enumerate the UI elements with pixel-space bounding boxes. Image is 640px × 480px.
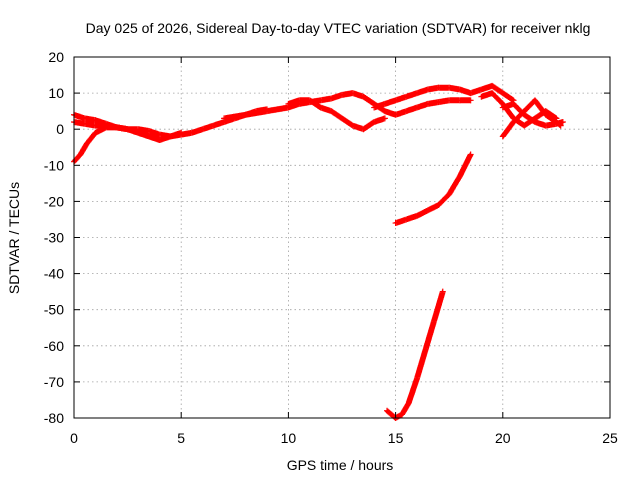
series-track-d [221, 90, 474, 122]
data-point-trail [501, 101, 565, 129]
series-track-k [384, 288, 446, 421]
y-tick-label: -40 [44, 266, 64, 282]
y-tick-label: -10 [44, 157, 64, 173]
y-tick-label: -30 [44, 230, 64, 246]
data-point-trail [385, 289, 446, 421]
chart-title: Day 025 of 2026, Sidereal Day-to-day VTE… [86, 20, 591, 36]
series-track-c [71, 124, 185, 165]
axis-ticks: 0 5 10 15 20 25 20 10 0 -10 -20 -30 -40 -50 -60 -70 -80 [44, 49, 618, 446]
data-point-trail [71, 124, 183, 164]
x-tick-label: 20 [495, 430, 511, 446]
data-point-trail [372, 83, 516, 111]
series-track-i [499, 100, 566, 129]
x-tick-label: 10 [281, 430, 297, 446]
data-point-trail [393, 152, 474, 226]
y-tick-label: -50 [44, 302, 64, 318]
grid-lines [74, 57, 610, 418]
y-tick-label: -20 [44, 193, 64, 209]
data-point-trail [286, 97, 387, 132]
y-tick-label: 20 [48, 49, 64, 65]
data-point-trail [222, 90, 473, 122]
x-axis-label: GPS time / hours [287, 457, 394, 473]
x-tick-label: 15 [388, 430, 404, 446]
y-tick-label: -80 [44, 410, 64, 426]
x-tick-label: 0 [70, 430, 78, 446]
series-track-f [371, 82, 517, 111]
series-track-e [285, 97, 388, 133]
y-axis-label: SDTVAR / TECUs [6, 182, 22, 294]
series-track-j [392, 151, 474, 227]
x-tick-label: 5 [177, 430, 185, 446]
y-tick-label: 10 [48, 85, 64, 101]
data-points [71, 82, 566, 421]
y-tick-label: 0 [56, 121, 64, 137]
x-tick-label: 25 [602, 430, 618, 446]
y-tick-label: -70 [44, 374, 64, 390]
y-tick-label: -60 [44, 338, 64, 354]
